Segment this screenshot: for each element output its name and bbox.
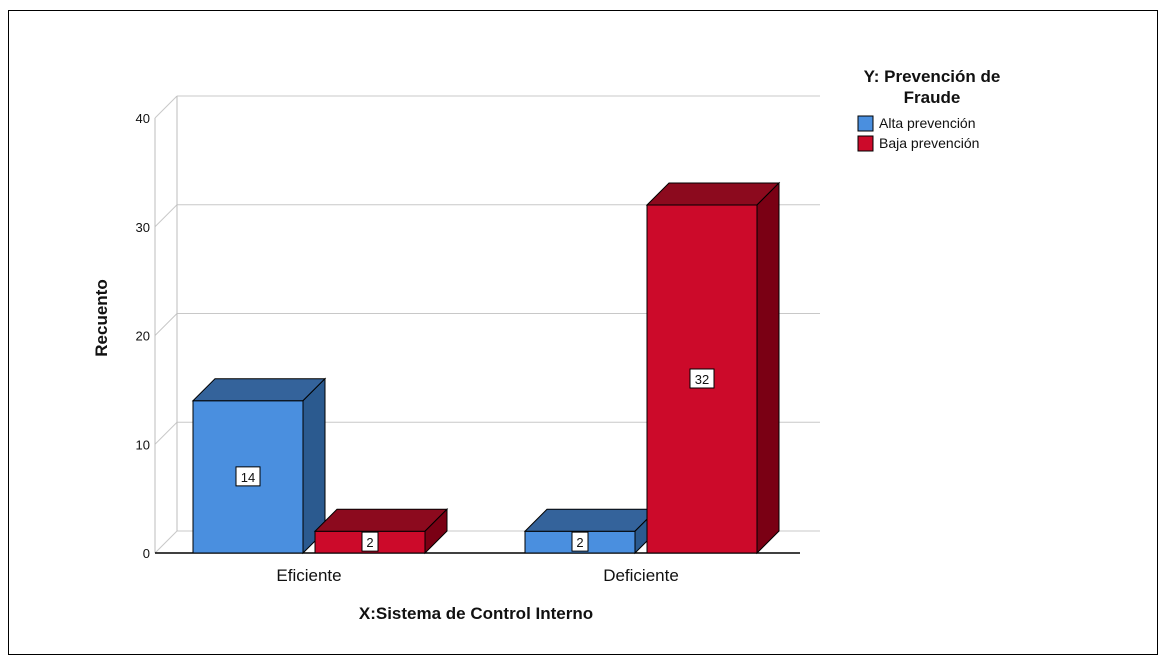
- bar-side: [756, 181, 780, 555]
- grid-diagonal: [154, 204, 178, 228]
- bar-top: [191, 378, 327, 402]
- bar-top: [645, 182, 781, 206]
- x-category-label: Deficiente: [603, 566, 679, 585]
- bar-eficiente-1: 2: [313, 508, 449, 555]
- grid-diagonal: [154, 421, 178, 445]
- y-tick-label: 30: [136, 220, 150, 235]
- legend-title-line: Fraude: [904, 88, 961, 107]
- x-category-labels: Eficiente Deficiente: [276, 566, 678, 585]
- bar-top: [523, 508, 659, 532]
- legend-swatch: [857, 115, 874, 132]
- y-axis-title: Recuento: [92, 279, 111, 356]
- x-axis-title: X:Sistema de Control Interno: [359, 604, 593, 623]
- data-label-box: [689, 368, 715, 389]
- grid-diagonal: [154, 313, 178, 336]
- legend-item-label: Alta prevención: [879, 115, 976, 131]
- bar-side: [424, 508, 448, 555]
- y-tick-labels: 0 10 20 30 40: [136, 111, 150, 561]
- y-tick-label: 40: [136, 111, 150, 126]
- bar-deficiente-0: 2: [523, 508, 659, 555]
- x-category-label: Eficiente: [276, 566, 341, 585]
- legend-item-label: Baja prevención: [879, 135, 979, 151]
- data-label-box: [361, 531, 379, 552]
- data-label: 2: [576, 535, 583, 550]
- grid-diagonal: [154, 95, 178, 119]
- legend-swatch: [857, 135, 874, 152]
- bar-top: [313, 508, 449, 532]
- data-label-box: [235, 466, 261, 487]
- data-label: 14: [241, 470, 255, 485]
- legend-title-line: Y: Prevención de: [864, 67, 1001, 86]
- bar-eficiente-0: 14: [191, 377, 327, 555]
- grid-diagonal: [154, 530, 178, 554]
- data-label-box: [571, 531, 589, 552]
- data-label: 2: [366, 535, 373, 550]
- bar-deficiente-1: 32: [645, 181, 781, 555]
- legend: Y: Prevención de Fraude Alta prevención Ba…: [857, 67, 1001, 152]
- data-label: 32: [695, 372, 709, 387]
- legend-title: Y: Prevención de Fraude: [864, 67, 1001, 107]
- bars: 14 2 2 32: [191, 181, 781, 555]
- y-tick-label: 10: [136, 437, 150, 452]
- y-tick-label: 20: [136, 329, 150, 344]
- y-tick-label: 0: [143, 546, 150, 561]
